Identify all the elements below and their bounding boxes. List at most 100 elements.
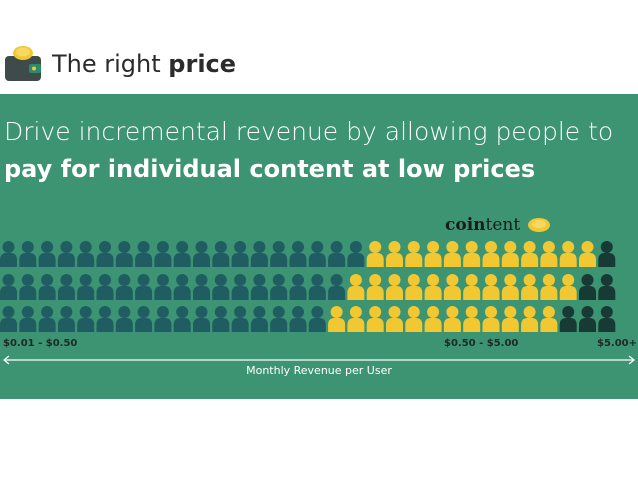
person-icon <box>386 306 403 332</box>
axis-arrow <box>3 355 635 365</box>
person-icon <box>424 241 442 267</box>
person-icon <box>193 241 210 267</box>
person-icon <box>154 306 172 332</box>
people-grid <box>0 241 616 332</box>
person-icon <box>424 274 442 300</box>
person-icon <box>231 274 249 300</box>
person-icon <box>347 241 365 267</box>
person-icon <box>463 241 481 267</box>
person-icon <box>96 274 114 300</box>
person-icon <box>250 274 268 300</box>
headline-line1: Drive incremental revenue by allowing pe… <box>4 117 614 146</box>
person-icon <box>443 274 461 300</box>
wallet-coin-icon <box>5 46 41 81</box>
person-icon <box>19 274 37 300</box>
person-icon <box>598 241 616 267</box>
person-icon <box>270 241 288 267</box>
person-icon <box>308 274 326 300</box>
person-icon <box>193 274 210 300</box>
person-icon <box>173 274 191 300</box>
person-icon <box>231 306 249 332</box>
person-icon <box>193 306 210 332</box>
person-icon <box>173 306 191 332</box>
range-mid-label: $0.50 - $5.00 <box>444 338 519 349</box>
coin-icon <box>528 218 550 232</box>
header: The right price <box>0 0 638 94</box>
person-icon <box>386 274 403 300</box>
brand-part-bold: coin <box>445 215 486 235</box>
page-title: The right price <box>52 49 236 79</box>
person-icon <box>96 306 114 332</box>
person-icon <box>443 306 461 332</box>
person-icon <box>77 306 95 332</box>
person-icon <box>308 306 326 332</box>
content-panel: Drive incremental revenue by allowing pe… <box>0 94 638 399</box>
person-icon <box>308 241 326 267</box>
person-icon <box>173 241 191 267</box>
person-icon <box>135 274 153 300</box>
person-icon <box>424 306 442 332</box>
person-icon <box>328 274 346 300</box>
person-icon <box>77 274 95 300</box>
person-icon <box>250 306 268 332</box>
person-icon <box>0 274 17 300</box>
person-icon <box>482 274 500 300</box>
person-icon <box>482 306 500 332</box>
person-icon <box>38 274 56 300</box>
person-icon <box>579 274 596 300</box>
person-icon <box>328 306 346 332</box>
person-icon <box>270 274 288 300</box>
person-icon <box>77 241 95 267</box>
headline-line2: pay for individual content at low prices <box>4 155 536 183</box>
person-icon <box>521 306 539 332</box>
person-icon <box>289 306 307 332</box>
cointent-logo: cointent <box>445 215 520 235</box>
person-icon <box>135 241 153 267</box>
person-icon <box>559 274 577 300</box>
axis-label: Monthly Revenue per User <box>246 364 392 377</box>
person-icon <box>482 241 500 267</box>
brand-part-regular: tent <box>485 215 521 235</box>
person-icon <box>154 241 172 267</box>
person-icon <box>405 241 423 267</box>
title-regular: The right <box>52 50 161 78</box>
person-icon <box>250 241 268 267</box>
person-icon <box>38 241 56 267</box>
person-icon <box>154 274 172 300</box>
person-icon <box>57 241 75 267</box>
person-icon <box>579 241 596 267</box>
range-high-label: $5.00+ <box>597 338 638 349</box>
person-icon <box>521 274 539 300</box>
person-icon <box>57 306 75 332</box>
person-icon <box>212 306 230 332</box>
person-icon <box>96 241 114 267</box>
person-icon <box>328 241 346 267</box>
person-icon <box>559 306 577 332</box>
person-icon <box>463 274 481 300</box>
person-icon <box>579 306 596 332</box>
person-icon <box>366 241 384 267</box>
person-icon <box>598 306 616 332</box>
person-icon <box>19 306 37 332</box>
person-icon <box>501 306 519 332</box>
person-icon <box>366 274 384 300</box>
person-icon <box>463 306 481 332</box>
person-icon <box>115 274 133 300</box>
person-icon <box>366 306 384 332</box>
range-low-label: $0.01 - $0.50 <box>3 338 78 349</box>
person-icon <box>598 274 616 300</box>
person-icon <box>231 241 249 267</box>
person-icon <box>135 306 153 332</box>
person-icon <box>212 241 230 267</box>
title-bold: price <box>168 50 237 78</box>
person-icon <box>38 306 56 332</box>
person-icon <box>405 274 423 300</box>
person-icon <box>405 306 423 332</box>
person-icon <box>540 241 558 267</box>
person-icon <box>0 306 17 332</box>
person-icon <box>559 241 577 267</box>
person-icon <box>270 306 288 332</box>
person-icon <box>540 306 558 332</box>
person-icon <box>443 241 461 267</box>
person-icon <box>57 274 75 300</box>
